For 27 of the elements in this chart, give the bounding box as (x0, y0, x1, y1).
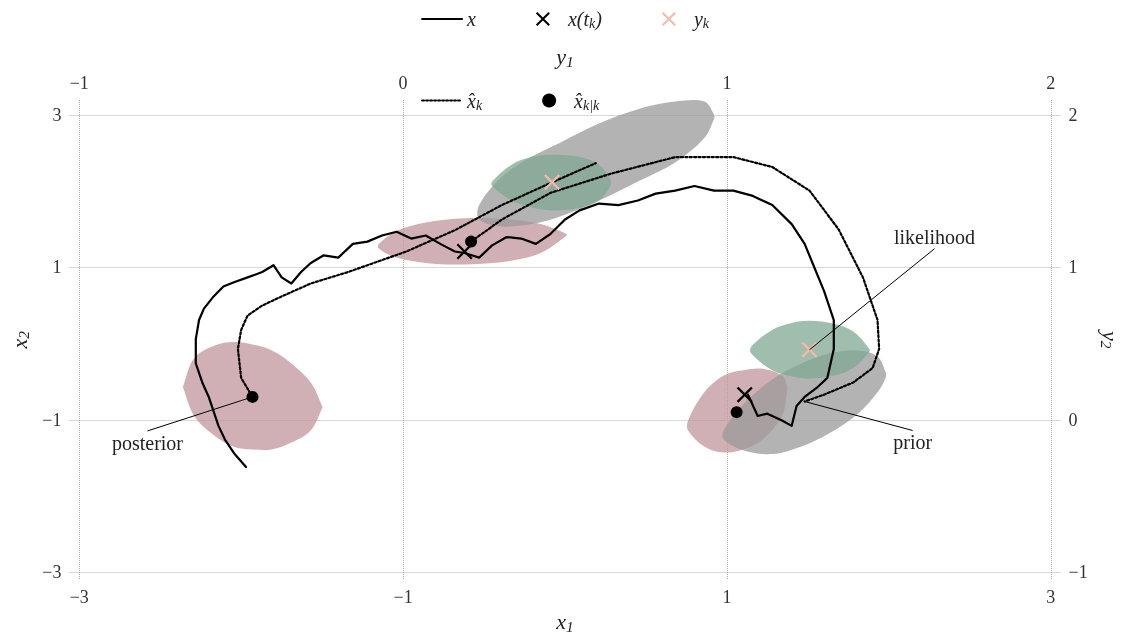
y-tick-label: −1 (42, 409, 62, 430)
x2-tick-label: 1 (722, 73, 732, 93)
x-tick-label: 1 (722, 586, 732, 607)
x-tick-label: −1 (393, 586, 413, 607)
point (465, 235, 478, 248)
x2-tick-label: 2 (1046, 73, 1056, 93)
x-tick-label: −3 (69, 586, 89, 607)
y-tick-label: −3 (42, 562, 62, 583)
legend-label: x (466, 8, 477, 30)
annotation: posterior (111, 431, 184, 455)
y-tick-label: 3 (52, 105, 62, 126)
y2-tick-label: 2 (1068, 105, 1078, 126)
x-tick-label: 3 (1046, 586, 1056, 607)
y2-axis-title: y2 (1097, 329, 1124, 349)
point (246, 390, 259, 403)
point (730, 406, 743, 419)
point (544, 174, 561, 191)
y2-tick-label: 0 (1068, 409, 1078, 430)
annotation: prior (893, 431, 933, 455)
y-axis-title: x2 (6, 330, 33, 350)
x2-tick-label: 0 (398, 73, 408, 93)
annotation: likelihood (893, 225, 976, 248)
y2-tick-label: 1 (1068, 257, 1078, 278)
point (736, 386, 753, 403)
x2-tick-label: −1 (69, 73, 89, 93)
y2-tick-label: −1 (1068, 562, 1088, 583)
y-tick-label: 1 (52, 257, 62, 278)
